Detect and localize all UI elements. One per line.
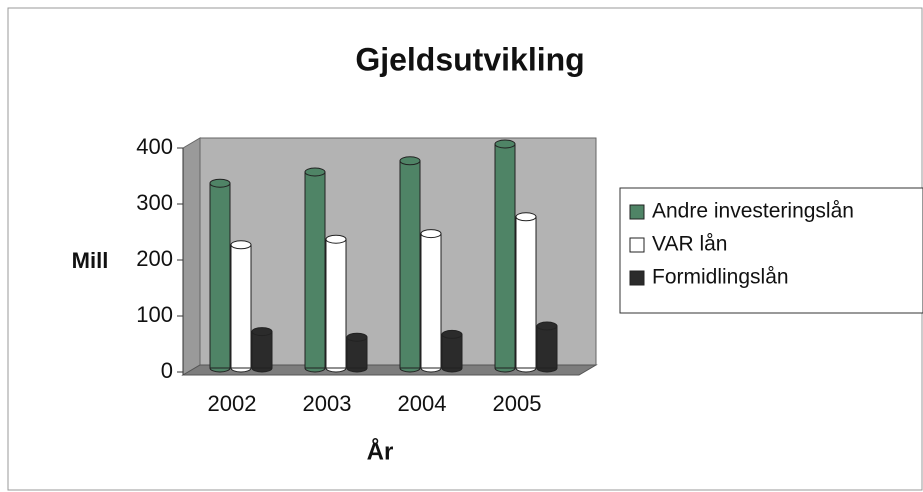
bar <box>209 182 231 369</box>
legend-swatch <box>629 237 645 253</box>
bar <box>230 244 252 369</box>
x-tick-label: 2005 <box>493 391 542 416</box>
legend-label: Formidlingslån <box>652 266 789 289</box>
bar-top <box>536 321 558 331</box>
bar-top <box>346 332 368 342</box>
y-tick-label: 0 <box>161 358 173 383</box>
bar <box>325 238 347 369</box>
bar-top <box>230 240 252 250</box>
bar-top <box>420 229 442 239</box>
y-tick-label: 100 <box>136 302 173 327</box>
bar <box>420 233 442 369</box>
side-wall <box>182 137 201 376</box>
legend-label: Andre investeringslån <box>652 200 854 223</box>
bar <box>494 143 516 369</box>
bar <box>304 171 326 369</box>
chart-title: Gjeldsutvikling <box>355 41 584 77</box>
floor <box>181 364 598 376</box>
y-tick-label: 400 <box>136 134 173 159</box>
legend <box>619 187 923 314</box>
bar <box>536 325 558 369</box>
x-tick-label: 2002 <box>208 391 257 416</box>
bar-top <box>441 329 463 339</box>
bar <box>346 336 368 369</box>
x-tick-label: 2003 <box>303 391 352 416</box>
bar-top <box>209 178 231 188</box>
x-axis-label: År <box>367 437 394 465</box>
legend-swatch <box>629 270 645 286</box>
x-tick-label: 2004 <box>398 391 447 416</box>
bar <box>441 333 463 369</box>
bar-top <box>325 234 347 244</box>
bar-top <box>515 212 537 222</box>
bar <box>251 331 273 369</box>
y-tick-label: 200 <box>136 246 173 271</box>
bar-top <box>399 156 421 166</box>
bar-top <box>494 139 516 149</box>
bar-top <box>304 167 326 177</box>
bar <box>399 160 421 369</box>
legend-swatch <box>629 204 645 220</box>
y-tick-label: 300 <box>136 190 173 215</box>
bar <box>515 216 537 369</box>
bar-top <box>251 327 273 337</box>
y-axis-label: Mill <box>72 248 109 273</box>
legend-label: VAR lån <box>652 233 727 256</box>
